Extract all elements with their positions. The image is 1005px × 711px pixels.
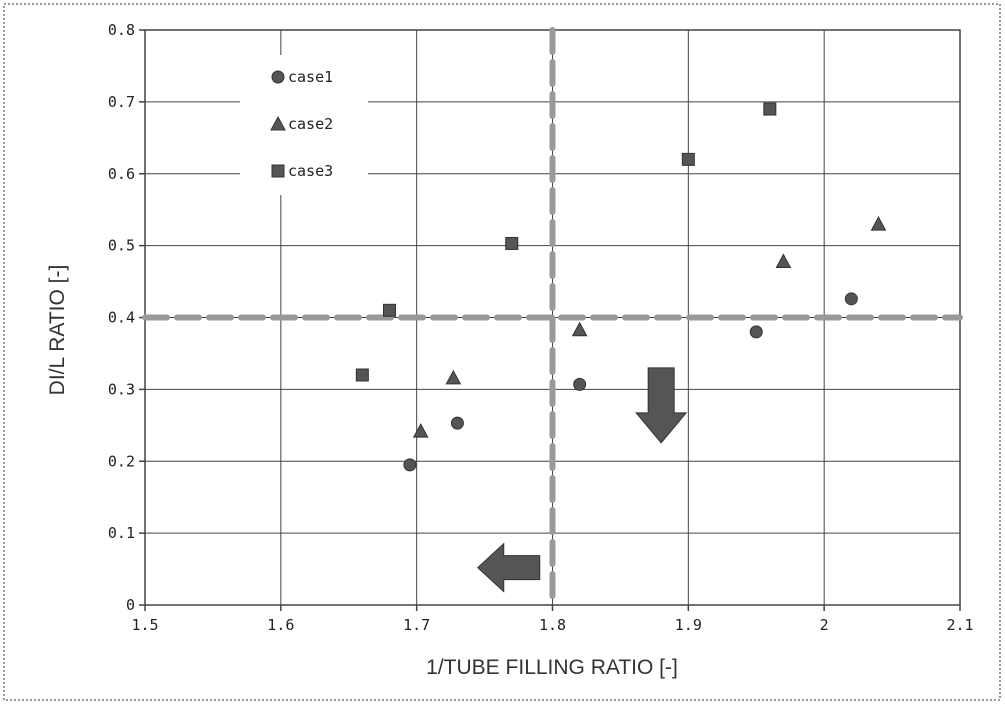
x-tick-label: 1.5 <box>131 616 158 634</box>
y-axis-title: DI/L RATIO [-] <box>46 265 69 396</box>
x-tick-label: 2.1 <box>946 616 973 634</box>
case3-point <box>356 369 368 381</box>
case3-point <box>506 237 518 249</box>
x-tick-label: 1.8 <box>539 616 566 634</box>
case1-point <box>404 459 416 471</box>
chart-border <box>4 4 1000 700</box>
case1-point <box>845 293 857 305</box>
y-tick-label: 0.7 <box>108 93 135 111</box>
legend-marker-case3 <box>272 165 284 177</box>
x-tick-label: 1.7 <box>403 616 430 634</box>
x-axis-title: 1/TUBE FILLING RATIO [-] <box>426 656 678 679</box>
legend-marker-case1 <box>272 71 284 83</box>
y-tick-label: 0.3 <box>108 380 135 398</box>
y-tick-label: 0.6 <box>108 165 135 183</box>
case3-point <box>384 304 396 316</box>
y-tick-label: 0.5 <box>108 237 135 255</box>
case1-point <box>574 378 586 390</box>
legend-label-case3: case3 <box>288 162 333 180</box>
case3-point <box>764 103 776 115</box>
y-tick-label: 0 <box>126 596 135 614</box>
case3-point <box>682 153 694 165</box>
case1-point <box>451 417 463 429</box>
case1-point <box>750 326 762 338</box>
legend-label-case2: case2 <box>288 115 333 133</box>
y-tick-label: 0.4 <box>108 309 135 327</box>
y-tick-label: 0.8 <box>108 21 135 39</box>
x-tick-label: 2 <box>820 616 829 634</box>
x-tick-label: 1.9 <box>675 616 702 634</box>
x-tick-label: 1.6 <box>267 616 294 634</box>
y-tick-label: 0.2 <box>108 452 135 470</box>
y-tick-label: 0.1 <box>108 524 135 542</box>
legend-label-case1: case1 <box>288 68 333 86</box>
legend: case1 case2 case3 <box>240 55 368 195</box>
